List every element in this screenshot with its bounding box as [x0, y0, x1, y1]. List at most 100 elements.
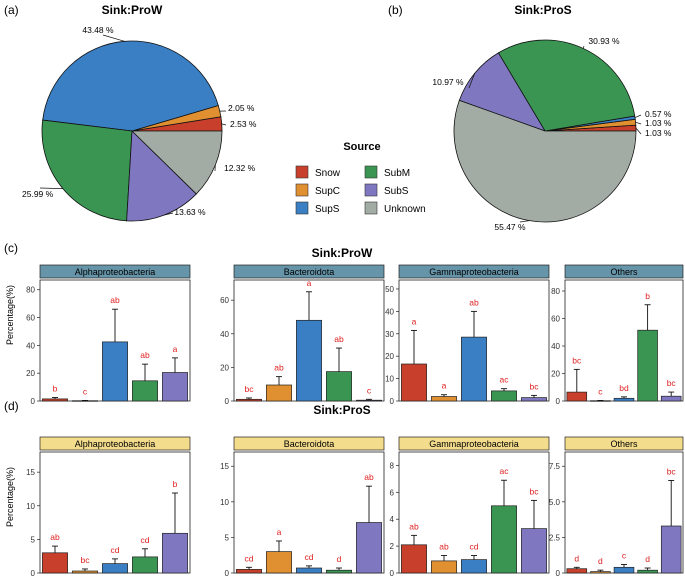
- pie-slice-label: 10.97 %: [432, 77, 464, 87]
- facet-bacteroidota: Bacteroidota 0 5 10 15 cd a cd d ab: [220, 436, 385, 578]
- facet-strip: [398, 264, 550, 279]
- significance-letter: bc: [81, 555, 91, 565]
- legend: Snow SupC SupS SubM SubS Unknown: [295, 165, 426, 215]
- significance-letter: cd: [305, 552, 314, 562]
- y-tick-label: 60: [220, 296, 229, 305]
- bar-subm: [326, 569, 352, 574]
- bar-snow: [236, 398, 262, 402]
- significance-letter: d: [574, 553, 579, 563]
- significance-letter: c: [622, 551, 627, 561]
- bar-sups: [296, 319, 322, 402]
- legend-key-sups: [295, 201, 309, 215]
- legend-label-subm: SubM: [384, 168, 410, 179]
- significance-letter: b: [173, 479, 178, 489]
- facet-strip-label: Alphaproteobacteria: [75, 267, 156, 277]
- legend-title: Source: [343, 141, 380, 153]
- y-tick-label: 0: [556, 569, 561, 578]
- y-tick-label: 40: [385, 307, 394, 316]
- significance-letter: bc: [572, 355, 582, 365]
- pie-slice-sups: [42, 40, 219, 132]
- pie-slice-label: 0.57 %: [645, 109, 672, 119]
- pie-label-leader: [102, 34, 125, 42]
- significance-letter: cd: [141, 535, 150, 545]
- y-axis-title-d: Percentage(%): [5, 467, 15, 527]
- facet-strip: [233, 436, 385, 451]
- bars-c-title: Sink:ProW: [312, 246, 373, 260]
- bar-snow: [401, 544, 427, 574]
- y-tick-label: 4: [390, 515, 395, 524]
- bar-subs: [356, 399, 382, 402]
- facet-strip-label: Others: [610, 439, 638, 449]
- significance-letter: ab: [469, 297, 479, 307]
- pie-slice-subm: [497, 39, 636, 132]
- significance-letter: d: [598, 556, 603, 566]
- facet-gammaproteobacteria: Gammaproteobacteria 0 10 20 30 40 50 a a ab ac bc: [385, 264, 550, 406]
- bar-sups: [102, 563, 128, 574]
- pie-slice-label: 1.03 %: [645, 128, 672, 138]
- pie-label-leader: [221, 123, 227, 126]
- y-axis-title-c: Percentage(%): [5, 285, 15, 345]
- y-tick-label: 60: [26, 314, 35, 323]
- legend-key-supc: [295, 183, 309, 197]
- significance-letter: ac: [500, 375, 510, 385]
- significance-letter: d: [337, 554, 342, 564]
- significance-letter: ab: [334, 334, 344, 344]
- y-tick-label: 5: [31, 535, 36, 544]
- y-tick-label: 50: [385, 285, 394, 294]
- significance-letter: bc: [667, 378, 677, 388]
- pie-label-leader: [39, 187, 63, 189]
- y-tick-label: 2.5: [549, 533, 561, 542]
- pie-slice-subm: [41, 119, 133, 222]
- facet-strip-label: Bacteroidota: [284, 267, 335, 277]
- legend-label-supc: SupC: [315, 186, 340, 197]
- facet-strip: [564, 436, 684, 451]
- bar-sups: [613, 397, 635, 402]
- facet-strip: [233, 264, 385, 279]
- pie-label-leader: [634, 114, 642, 118]
- significance-letter: a: [307, 278, 312, 288]
- y-tick-label: 20: [551, 370, 560, 379]
- significance-letter: c: [598, 386, 603, 396]
- y-tick-label: 10: [220, 498, 229, 507]
- bar-subs: [521, 528, 547, 574]
- legend-key-unknown: [364, 201, 378, 215]
- y-tick-label: 6: [390, 488, 395, 497]
- legend-key-subs: [364, 183, 378, 197]
- bar-panels-d: Alphaproteobacteria051015abbccdcdbBacter…: [26, 436, 684, 578]
- bar-subs: [521, 397, 547, 402]
- bar-subs: [660, 395, 682, 402]
- significance-letter: ab: [274, 363, 284, 373]
- bar-supc: [266, 384, 292, 402]
- y-tick-label: 30: [385, 330, 394, 339]
- pie-chart-b: 1.03 %1.03 %0.57 %30.93 %10.97 %55.47 %: [432, 36, 672, 232]
- bar-supc: [431, 560, 457, 574]
- bar-sups: [461, 336, 487, 402]
- y-tick-label: 40: [26, 341, 35, 350]
- significance-letter: a: [442, 381, 447, 391]
- significance-letter: ab: [140, 350, 150, 360]
- pie-slice-label: 12.32 %: [224, 163, 256, 173]
- y-tick-label: 10: [26, 502, 35, 511]
- y-tick-label: 80: [551, 287, 560, 296]
- panel-label-c: (c): [4, 241, 18, 255]
- y-tick-label: 20: [385, 352, 394, 361]
- bar-subm: [326, 371, 352, 402]
- significance-letter: b: [645, 291, 650, 301]
- bar-snow: [42, 398, 68, 402]
- significance-letter: c: [83, 386, 88, 396]
- significance-letter: bc: [667, 467, 677, 477]
- significance-letter: b: [53, 384, 58, 394]
- facet-strip-label: Others: [610, 267, 638, 277]
- pie-a-title: Sink:ProW: [102, 3, 163, 17]
- y-tick-label: 10: [385, 375, 394, 384]
- pie-slice-label: 25.99 %: [22, 189, 54, 199]
- significance-letter: bc: [530, 486, 540, 496]
- pie-label-leader: [519, 220, 530, 223]
- bar-supc: [431, 396, 457, 402]
- facet-strip-label: Bacteroidota: [284, 439, 335, 449]
- pie-slice-label: 43.48 %: [82, 25, 114, 35]
- legend-label-snow: Snow: [315, 168, 341, 179]
- bar-subs: [660, 525, 682, 574]
